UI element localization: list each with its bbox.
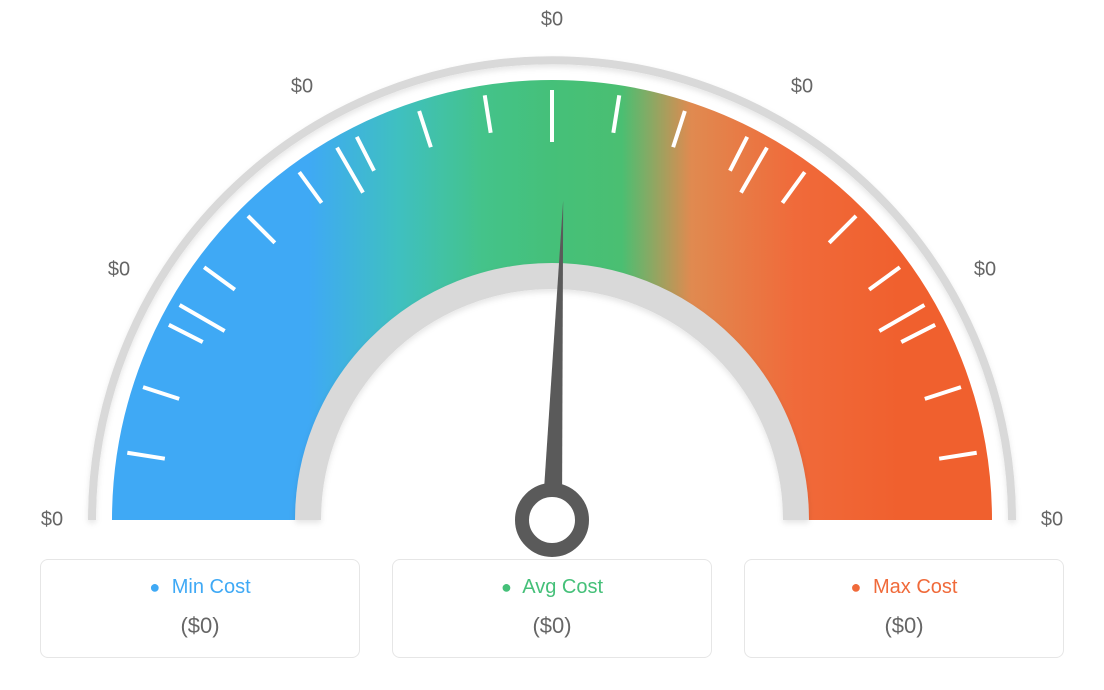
legend-dot-avg: ● (501, 577, 512, 597)
gauge-area: $0 $0 $0 $0 $0 $0 $0 (0, 0, 1104, 540)
tick-label: $0 (291, 75, 313, 98)
legend-title: ● Max Cost (745, 576, 1063, 599)
gauge-chart: $0 $0 $0 $0 $0 $0 $0 ● Min Cost ($0) ● Avg Cos… (0, 0, 1104, 690)
legend-card-min: ● Min Cost ($0) (40, 559, 360, 658)
tick-label: $0 (1041, 509, 1063, 532)
legend-value-min: ($0) (41, 613, 359, 639)
legend-dot-max: ● (851, 577, 862, 597)
tick-label: $0 (791, 75, 813, 98)
gauge-svg (0, 0, 1104, 560)
legend-value-max: ($0) (745, 613, 1063, 639)
tick-label: $0 (541, 9, 563, 32)
tick-label: $0 (41, 509, 63, 532)
legend-label-min: Min Cost (172, 576, 251, 598)
legend-value-avg: ($0) (393, 613, 711, 639)
legend-card-avg: ● Avg Cost ($0) (392, 559, 712, 658)
legend-title: ● Avg Cost (393, 576, 711, 599)
tick-label: $0 (974, 259, 996, 282)
legend-label-avg: Avg Cost (522, 576, 603, 598)
legend-row: ● Min Cost ($0) ● Avg Cost ($0) ● Max Co… (0, 559, 1104, 690)
legend-card-max: ● Max Cost ($0) (744, 559, 1064, 658)
tick-label: $0 (108, 259, 130, 282)
legend-title: ● Min Cost (41, 576, 359, 599)
legend-dot-min: ● (149, 577, 160, 597)
legend-label-max: Max Cost (873, 576, 957, 598)
